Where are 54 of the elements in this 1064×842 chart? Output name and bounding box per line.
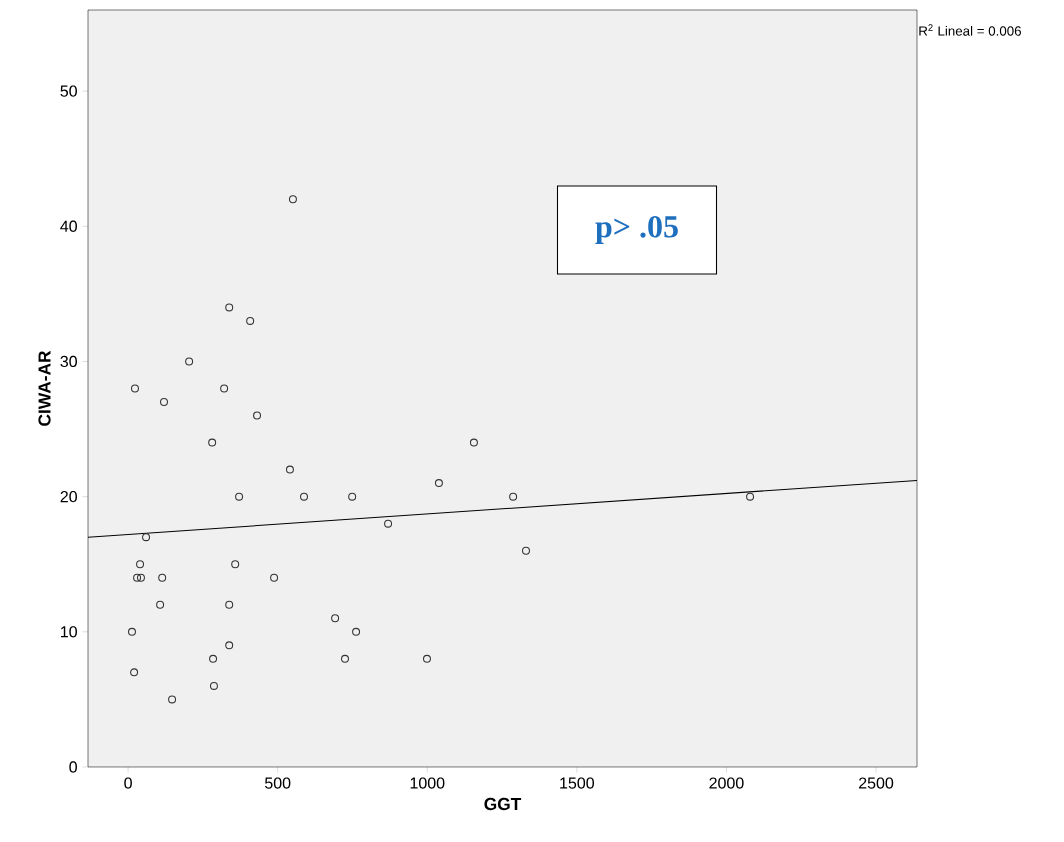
point (130, 384, 139, 393)
point (253, 411, 262, 420)
point (130, 668, 139, 677)
point (225, 641, 234, 650)
y-tick-label: 0 (69, 761, 77, 773)
point (209, 654, 218, 663)
annotation: p> .05 (595, 215, 678, 245)
point (156, 600, 165, 609)
point (158, 573, 167, 582)
x-tick-label: 500 (264, 777, 291, 789)
point (340, 654, 349, 663)
x-tick-label: 2500 (859, 777, 894, 789)
point (348, 492, 357, 501)
point (246, 316, 255, 325)
point (521, 546, 530, 555)
point (300, 492, 309, 501)
y-axis-title: CIWA-AR (38, 350, 51, 426)
point (142, 533, 151, 542)
point (231, 560, 240, 569)
y-tick-label: 40 (60, 220, 77, 232)
point (235, 492, 244, 501)
point (288, 195, 297, 204)
x-tick-label: 2000 (709, 777, 744, 789)
point (434, 479, 443, 488)
x-tick-label: 0 (124, 777, 132, 789)
y-tick-label: 50 (60, 85, 77, 97)
point (127, 627, 136, 636)
point (331, 614, 340, 623)
point (285, 465, 294, 474)
point (225, 600, 234, 609)
point (220, 384, 229, 393)
y-tick-label: 10 (61, 626, 77, 638)
y-tick-label: 20 (60, 490, 77, 503)
point (136, 573, 145, 582)
point (225, 303, 234, 312)
x-tick-label: 1500 (560, 777, 595, 789)
point (136, 560, 145, 569)
point (469, 438, 478, 447)
point (422, 654, 431, 663)
text: R$^{2}$ Lineal = 0.006 (919, 24, 1021, 36)
point (159, 398, 168, 407)
x-tick-label: 1000 (410, 777, 445, 789)
x-axis-title: GGT (484, 797, 522, 811)
y-tick-label: 30 (60, 355, 77, 368)
point (270, 573, 279, 582)
point (352, 627, 361, 636)
point (384, 519, 393, 528)
point (509, 492, 518, 501)
point (168, 695, 177, 704)
point (746, 492, 755, 501)
point (185, 357, 194, 366)
point (209, 681, 218, 690)
point (208, 438, 217, 447)
point (133, 573, 142, 582)
